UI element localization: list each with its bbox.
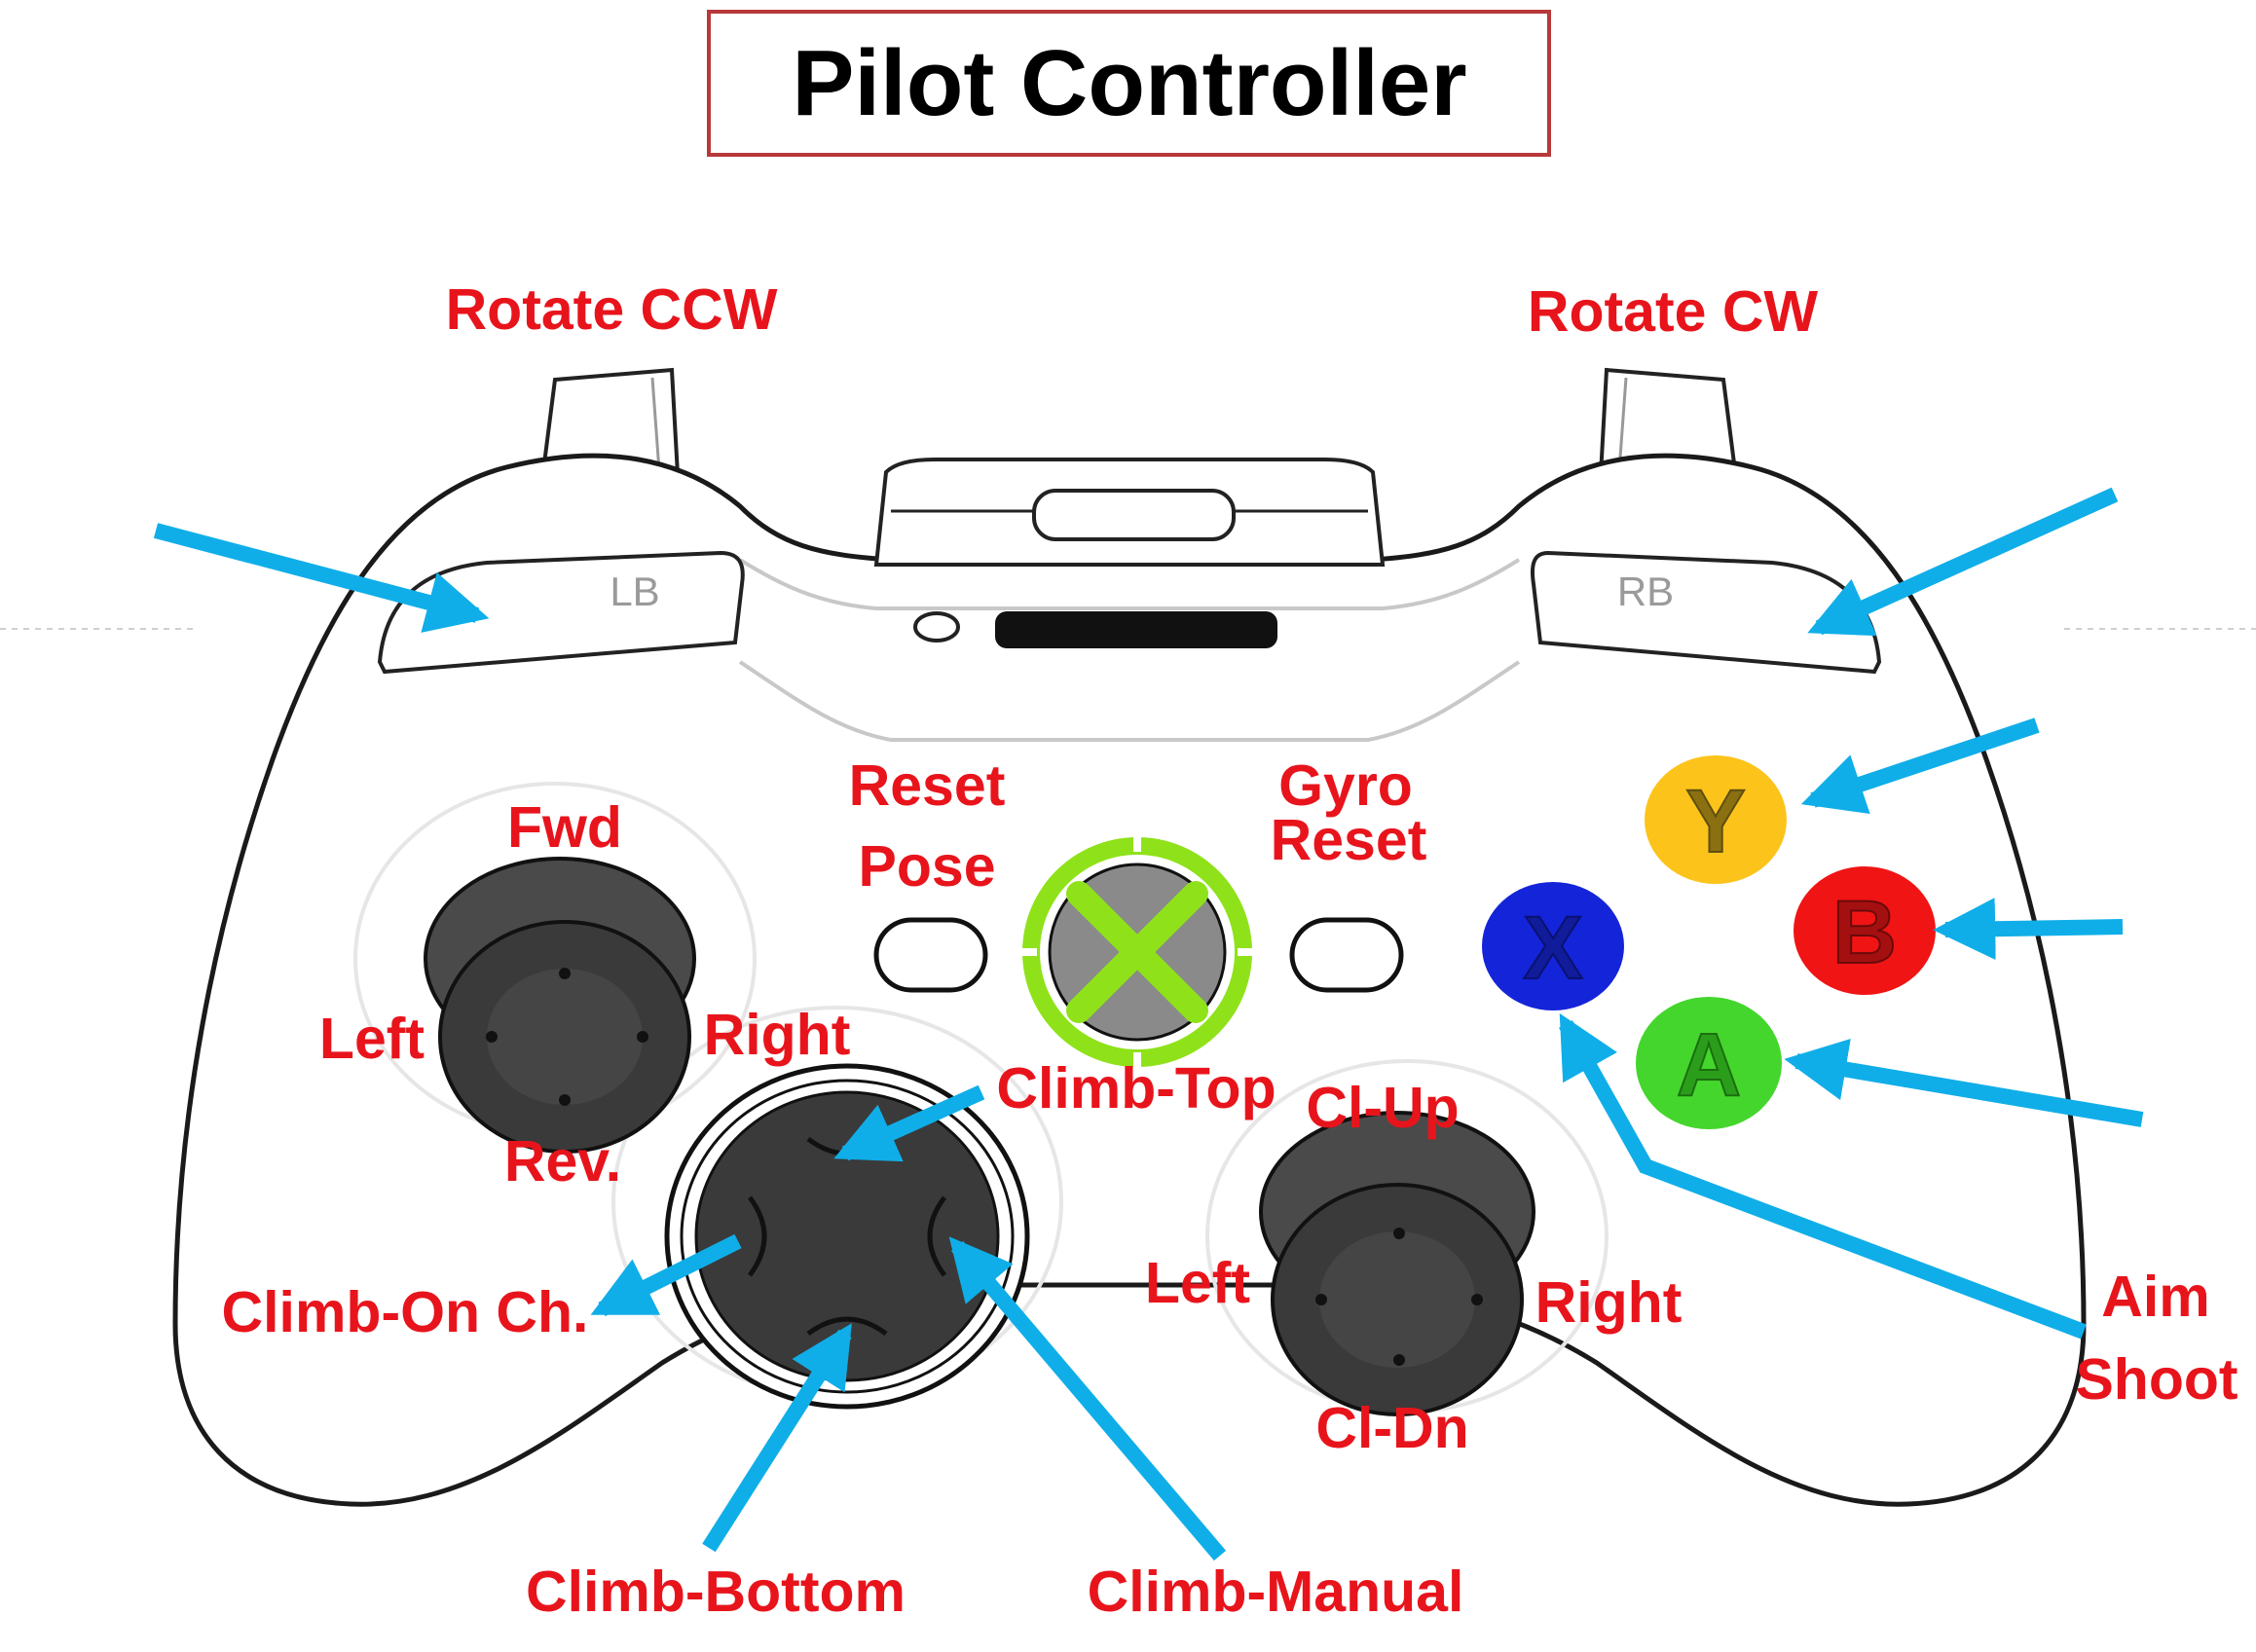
label-aim-line1: Aim: [2101, 1265, 2209, 1329]
page-title: Pilot Controller: [792, 31, 1466, 135]
rb-label: RB: [1617, 569, 1674, 614]
label-rev: Rev.: [504, 1129, 621, 1193]
arrow-to-climb-manual: [948, 1236, 1227, 1561]
body-contour-lower: [738, 660, 1521, 742]
label-cl-up: Cl-Up: [1306, 1076, 1459, 1140]
start-button[interactable]: [1289, 917, 1404, 993]
label-cl-dn: Cl-Dn: [1315, 1396, 1468, 1460]
x-button[interactable]: X: [1482, 882, 1624, 1010]
label-rotate-cw: Rotate CW: [1528, 279, 1819, 344]
arrow-to-rb: [1807, 487, 2119, 637]
b-button-letter: B: [1832, 883, 1897, 982]
y-button[interactable]: Y: [1645, 755, 1787, 884]
arrow-to-b: [1933, 898, 2124, 961]
label-left-stick-left: Left: [319, 1007, 425, 1071]
a-button-letter: A: [1677, 1015, 1741, 1115]
top-port: [873, 458, 1386, 567]
right-stick[interactable]: [1259, 1111, 1535, 1416]
label-climb-top: Climb-Top: [996, 1056, 1276, 1120]
label-gyro-reset-line2: Reset: [1271, 808, 1427, 872]
b-button[interactable]: B: [1794, 866, 1936, 995]
sync-button[interactable]: [913, 611, 960, 642]
label-right-stick-left: Left: [1145, 1251, 1250, 1315]
arrow-to-y: [1800, 717, 2040, 815]
arrow-to-lb: [153, 523, 490, 633]
label-gyro-reset-line1: Gyro: [1278, 753, 1413, 818]
body-contour: [738, 558, 1521, 610]
dpad[interactable]: [664, 1063, 1030, 1410]
label-fwd: Fwd: [507, 795, 622, 860]
label-reset-pose-line2: Pose: [858, 834, 995, 899]
label-left-stick-right: Right: [704, 1003, 851, 1067]
label-rotate-ccw: Rotate CCW: [446, 277, 778, 342]
back-button[interactable]: [873, 917, 988, 993]
lb-label: LB: [610, 569, 659, 614]
label-reset-pose-line1: Reset: [849, 753, 1006, 818]
arrow-to-climb-on-ch: [590, 1233, 742, 1317]
arrow-to-climb-bottom: [702, 1323, 852, 1553]
y-button-letter: Y: [1685, 772, 1745, 871]
label-climb-bottom: Climb-Bottom: [526, 1560, 906, 1624]
guide-button[interactable]: [1022, 837, 1252, 1067]
right-bumper: RB: [1530, 550, 1882, 675]
title-box: [707, 10, 1551, 157]
arrow-to-a: [1784, 1038, 2144, 1127]
left-stick[interactable]: [424, 857, 696, 1154]
a-button[interactable]: A: [1636, 997, 1782, 1129]
label-right-stick-right: Right: [1535, 1270, 1683, 1335]
x-button-letter: X: [1523, 899, 1582, 998]
led-bar: [995, 611, 1277, 648]
callout-arrows: [153, 487, 2144, 1561]
label-climb-manual: Climb-Manual: [1088, 1560, 1464, 1624]
label-climb-on-ch: Climb-On Ch.: [222, 1280, 589, 1344]
arrow-to-x: [1559, 1012, 2087, 1340]
label-aim-line2: Shoot: [2075, 1347, 2238, 1412]
arrow-to-climb-top: [833, 1084, 985, 1162]
